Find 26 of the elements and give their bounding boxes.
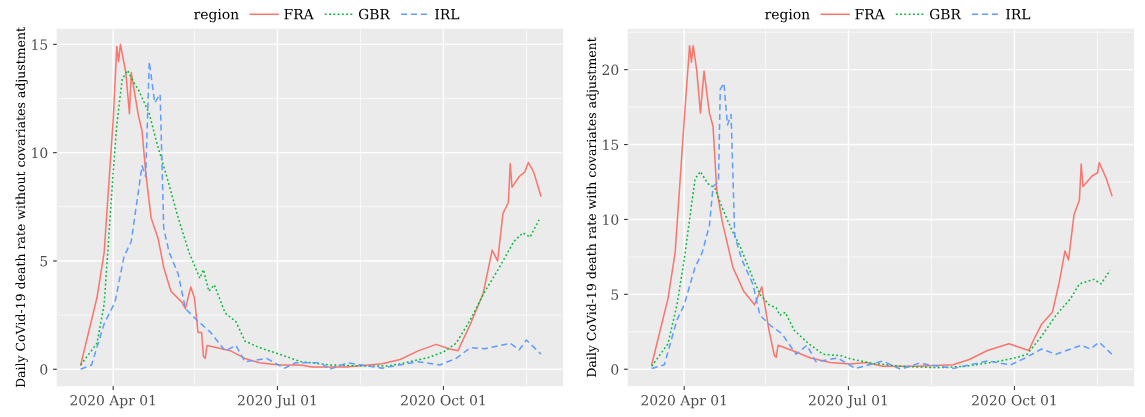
y-tick-label: 15 — [603, 139, 619, 151]
y-axis-title: Daily CoVid-19 death rate without covariates adjustment — [15, 27, 28, 388]
x-tick-label: 2020 Apr 01 — [70, 395, 155, 409]
legend-label: GBR — [929, 8, 962, 20]
y-tick-label: 5 — [611, 289, 619, 300]
x-tick-label: 2020 Jul 01 — [808, 394, 887, 409]
x-tick-label: 2020 Apr 01 — [641, 395, 726, 409]
y-axis-title: Daily CoVid-19 death rate with covariates adjustment — [586, 37, 599, 377]
y-tick-label: 15 — [32, 39, 48, 50]
legend-label: FRA — [284, 9, 314, 20]
legend-label: IRL — [1006, 9, 1031, 20]
legend-title: region — [194, 8, 239, 23]
legend-title: region — [765, 8, 810, 23]
y-tick-label: 0 — [611, 364, 619, 375]
x-tick-label: 2020 Jul 01 — [237, 394, 316, 409]
legend-label: IRL — [435, 9, 460, 20]
y-tick-label: 10 — [32, 147, 48, 159]
y-tick-label: 20 — [602, 64, 619, 76]
x-tick-label: 2020 Oct 01 — [972, 395, 1056, 406]
legend-label: GBR — [358, 8, 391, 20]
y-tick-label: 0 — [40, 364, 48, 375]
line-series — [650, 170, 1111, 369]
y-tick-label: 10 — [603, 214, 619, 225]
legend-label: FRA — [855, 9, 885, 20]
x-tick-label: 2020 Oct 01 — [401, 395, 485, 406]
y-tick-label: 5 — [40, 256, 48, 267]
